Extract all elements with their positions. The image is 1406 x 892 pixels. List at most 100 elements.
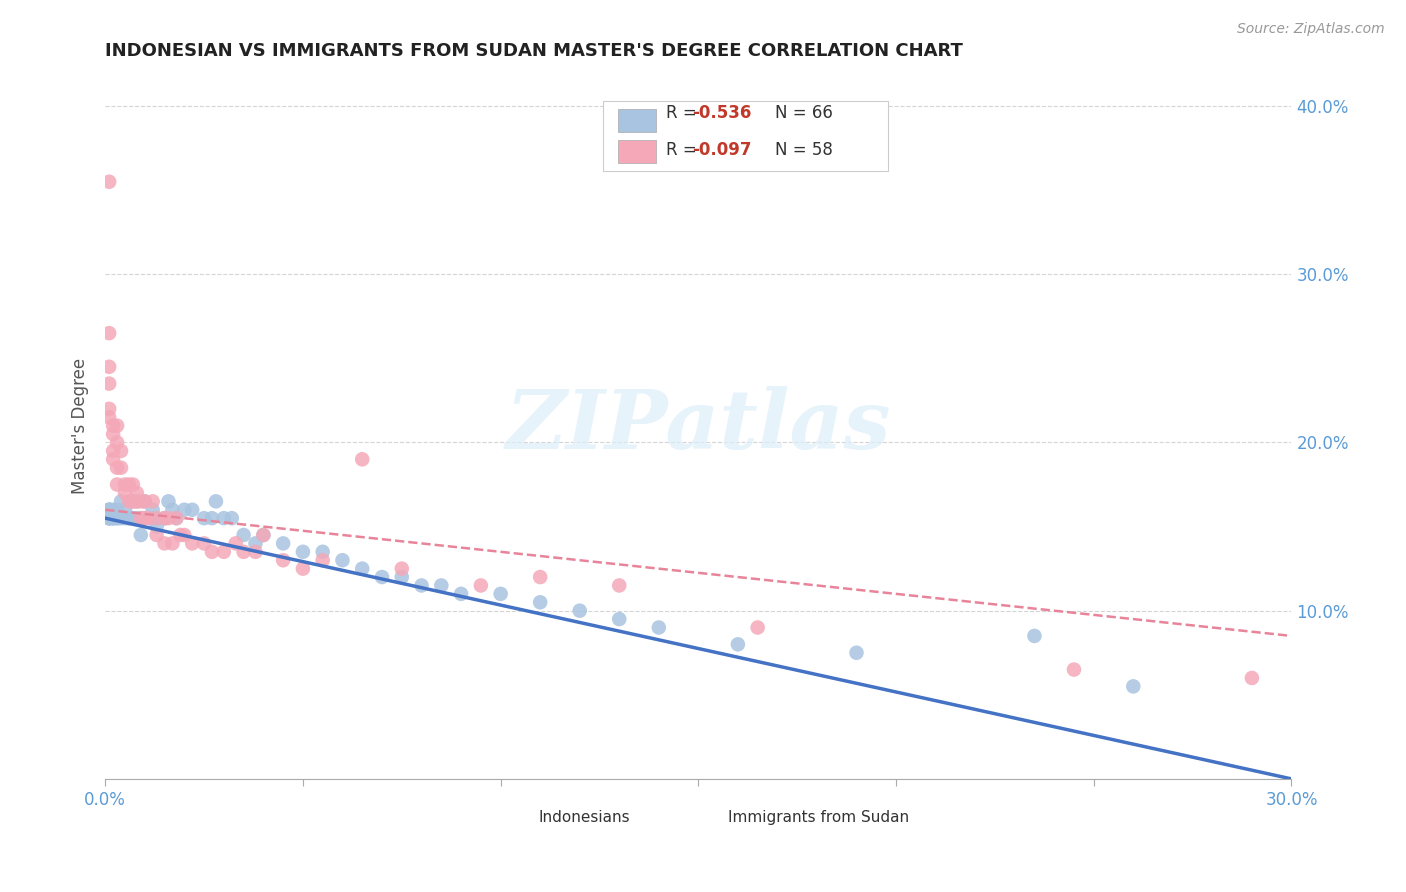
Point (125, 511, 148, 525)
Point (252, 528, 274, 542)
Point (110, 511, 132, 525)
Point (98, 502, 121, 516)
Point (1122, 679, 1144, 693)
Point (142, 502, 165, 516)
Point (122, 494, 145, 508)
Point (845, 646, 868, 660)
Point (1024, 629, 1046, 643)
Point (145, 519, 167, 533)
Point (129, 511, 152, 525)
Point (568, 604, 591, 618)
Point (165, 511, 187, 525)
Point (165, 511, 187, 525)
FancyBboxPatch shape (603, 101, 889, 171)
Point (98, 410, 121, 425)
Text: INDONESIAN VS IMMIGRANTS FROM SUDAN MASTER'S DEGREE CORRELATION CHART: INDONESIAN VS IMMIGRANTS FROM SUDAN MAST… (105, 42, 963, 60)
Point (110, 494, 132, 508)
Point (98, 502, 121, 516)
Text: R =: R = (666, 141, 703, 159)
Point (98, 326, 121, 340)
Point (529, 595, 551, 609)
Point (747, 620, 769, 634)
Point (252, 528, 274, 542)
Point (98, 511, 121, 525)
FancyBboxPatch shape (686, 809, 720, 825)
Point (193, 511, 215, 525)
Point (142, 494, 165, 508)
Point (245, 545, 267, 559)
Point (371, 570, 394, 584)
Text: Source: ZipAtlas.com: Source: ZipAtlas.com (1237, 22, 1385, 37)
Point (101, 443, 124, 458)
Point (312, 553, 335, 567)
Point (162, 536, 184, 550)
Point (129, 494, 152, 508)
Point (225, 536, 247, 550)
Point (134, 511, 156, 525)
Point (489, 587, 512, 601)
Point (114, 477, 136, 491)
Point (607, 612, 630, 626)
Point (470, 578, 492, 592)
Point (157, 494, 180, 508)
Point (101, 502, 124, 516)
Point (145, 528, 167, 542)
Point (118, 511, 141, 525)
Point (205, 494, 228, 508)
Point (110, 443, 132, 458)
Point (312, 545, 335, 559)
Point (101, 511, 124, 525)
Point (332, 553, 354, 567)
Point (1240, 671, 1263, 685)
Point (169, 528, 191, 542)
Point (118, 477, 141, 491)
Point (291, 561, 314, 575)
Point (212, 545, 235, 559)
Point (118, 494, 141, 508)
Point (105, 418, 128, 433)
Point (98, 511, 121, 525)
Point (232, 528, 254, 542)
Text: Indonesians: Indonesians (538, 810, 630, 824)
Point (114, 511, 136, 525)
Point (105, 460, 128, 475)
Point (122, 477, 145, 491)
Point (450, 587, 472, 601)
Point (118, 511, 141, 525)
Text: ZIPatlas: ZIPatlas (506, 385, 891, 466)
FancyBboxPatch shape (617, 139, 655, 163)
Text: N = 58: N = 58 (776, 141, 834, 159)
Point (201, 511, 224, 525)
Point (105, 435, 128, 450)
Point (98, 401, 121, 416)
Point (138, 511, 160, 525)
Point (232, 545, 254, 559)
Point (1063, 663, 1085, 677)
Point (153, 511, 176, 525)
Point (391, 570, 413, 584)
Point (221, 511, 243, 525)
Point (134, 494, 156, 508)
Point (157, 511, 180, 525)
Point (607, 578, 630, 592)
Point (114, 486, 136, 500)
Point (125, 494, 148, 508)
Text: Immigrants from Sudan: Immigrants from Sudan (728, 810, 910, 824)
Point (114, 502, 136, 516)
Point (153, 536, 176, 550)
Point (430, 578, 453, 592)
Point (142, 511, 165, 525)
Point (153, 511, 176, 525)
Point (134, 494, 156, 508)
Point (101, 452, 124, 467)
Y-axis label: Master's Degree: Master's Degree (72, 358, 89, 493)
Point (352, 452, 374, 467)
Text: -0.097: -0.097 (692, 141, 752, 159)
Point (245, 536, 267, 550)
Point (173, 528, 195, 542)
Point (105, 511, 128, 525)
Point (271, 536, 294, 550)
Point (201, 545, 224, 559)
Point (648, 620, 671, 634)
Point (153, 511, 176, 525)
